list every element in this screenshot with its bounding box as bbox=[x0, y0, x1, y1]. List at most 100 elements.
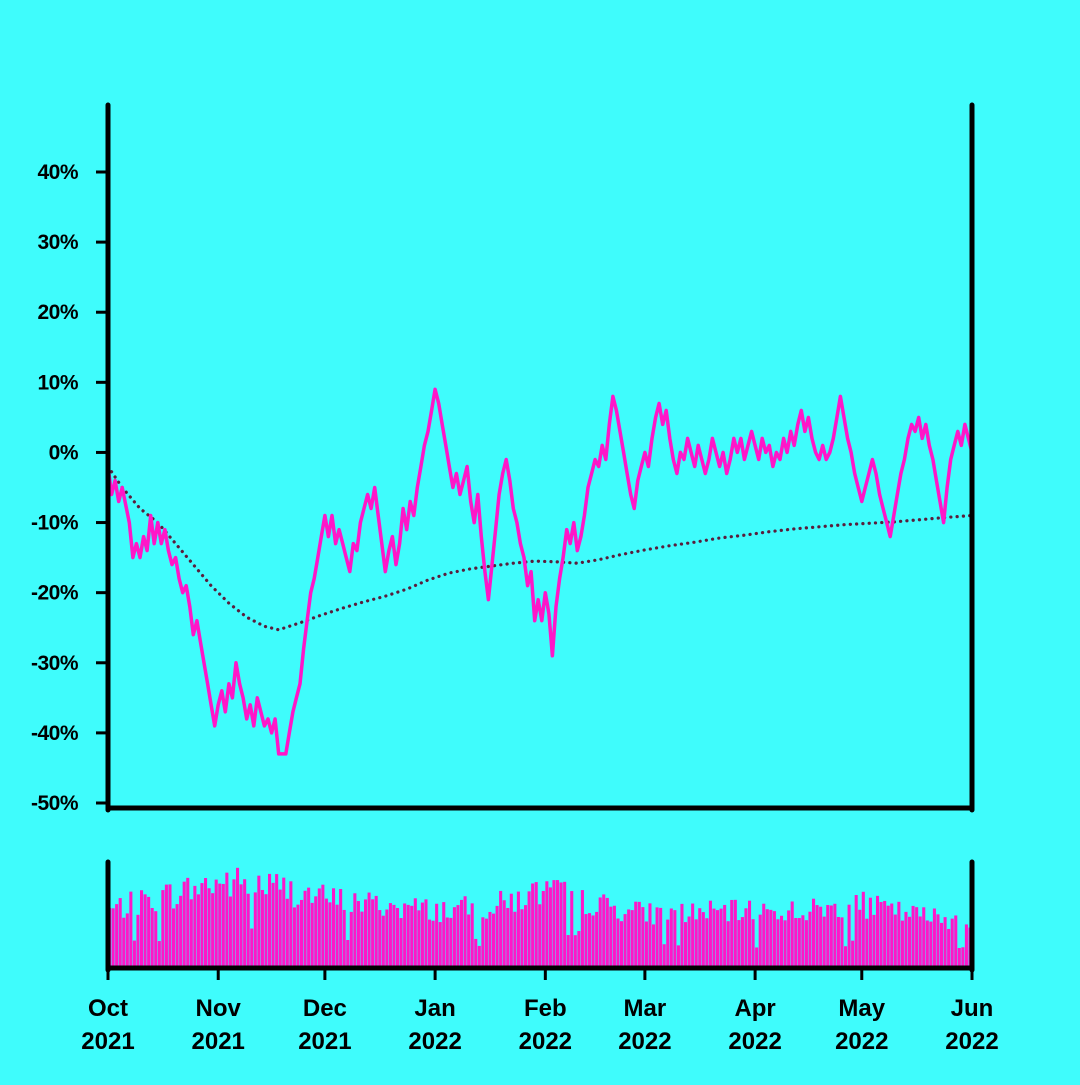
x-tick-label-year: 2021 bbox=[192, 1028, 245, 1055]
volume-bar bbox=[577, 931, 581, 968]
volume-bar bbox=[605, 897, 609, 968]
volume-bar bbox=[239, 884, 243, 968]
volume-bar bbox=[488, 911, 492, 968]
volume-bar bbox=[620, 921, 624, 968]
volume-bar bbox=[911, 905, 915, 968]
volume-bar bbox=[854, 895, 858, 968]
volume-bar bbox=[374, 895, 378, 968]
trend-line bbox=[106, 464, 974, 632]
volume-bar bbox=[556, 880, 560, 968]
volume-bar bbox=[364, 899, 368, 968]
volume-bar bbox=[776, 919, 780, 968]
volume-bar bbox=[637, 901, 641, 968]
volume-bar bbox=[947, 928, 951, 968]
y-tick-label: -40% bbox=[31, 722, 79, 745]
volume-bar bbox=[413, 898, 417, 968]
volume-bar bbox=[893, 914, 897, 968]
volume-bar bbox=[573, 935, 577, 968]
volume-bar bbox=[456, 905, 460, 968]
volume-bar bbox=[196, 894, 200, 968]
volume-bar bbox=[758, 914, 762, 968]
volume-bar bbox=[214, 879, 218, 968]
volume-bar bbox=[691, 903, 695, 968]
volume-bar bbox=[563, 881, 567, 968]
volume-bar bbox=[932, 908, 936, 968]
volume-bar bbox=[207, 888, 211, 968]
volume-bar bbox=[708, 900, 712, 968]
volume-bar bbox=[406, 904, 410, 968]
volume-bar bbox=[232, 879, 236, 968]
volume-bar bbox=[300, 899, 304, 968]
volume-bar bbox=[698, 908, 702, 968]
volume-bar bbox=[200, 883, 204, 968]
volume-bar bbox=[172, 908, 176, 968]
y-tick-label: 40% bbox=[37, 161, 78, 184]
volume-bar bbox=[666, 919, 670, 968]
volume-bar bbox=[630, 910, 634, 968]
volume-bar bbox=[268, 873, 272, 968]
volume-bar bbox=[538, 904, 542, 968]
volume-bar bbox=[723, 904, 727, 968]
volume-bar bbox=[445, 917, 449, 968]
volume-bar bbox=[253, 892, 257, 968]
volume-bar bbox=[527, 891, 531, 968]
volume-bar bbox=[303, 890, 307, 968]
price-line bbox=[106, 387, 974, 756]
volume-bar bbox=[602, 894, 606, 968]
volume-bar bbox=[360, 911, 364, 968]
volume-bar bbox=[431, 920, 435, 968]
volume-bar bbox=[449, 917, 453, 968]
volume-bar bbox=[282, 877, 286, 968]
volume-bar bbox=[868, 897, 872, 968]
volume-bar bbox=[765, 909, 769, 968]
x-tick-label-year: 2022 bbox=[408, 1028, 461, 1055]
x-tick-label-year: 2022 bbox=[519, 1028, 572, 1055]
volume-bar bbox=[591, 915, 595, 968]
volume-bar bbox=[652, 924, 656, 968]
volume-bar bbox=[883, 900, 887, 968]
volume-bar bbox=[925, 920, 929, 968]
x-tick-label-month: Feb bbox=[524, 995, 567, 1022]
volume-bar bbox=[662, 944, 666, 968]
volume-bar bbox=[264, 894, 268, 968]
volume-bar bbox=[314, 896, 318, 968]
volume-bar bbox=[548, 887, 552, 968]
volume-bar bbox=[559, 882, 563, 968]
y-tick-label: 0% bbox=[49, 441, 79, 464]
volume-bar bbox=[900, 920, 904, 968]
y-tick-label: 30% bbox=[37, 231, 78, 254]
volume-bar bbox=[132, 940, 136, 968]
volume-bar bbox=[118, 898, 122, 968]
volume-bar bbox=[410, 905, 414, 968]
volume-bar bbox=[310, 902, 314, 968]
volume-bar bbox=[381, 915, 385, 968]
volume-bar bbox=[897, 901, 901, 968]
volume-bar bbox=[467, 914, 471, 968]
volume-bar bbox=[545, 881, 549, 968]
volume-bar bbox=[794, 918, 798, 968]
volume-bar bbox=[566, 935, 570, 968]
volume-bar bbox=[428, 919, 432, 968]
x-tick-label-month: Oct bbox=[88, 995, 128, 1022]
volume-bar bbox=[424, 899, 428, 968]
volume-bar bbox=[513, 911, 517, 968]
volume-bar bbox=[492, 913, 496, 968]
volume-bar bbox=[829, 905, 833, 968]
volume-bar bbox=[822, 916, 826, 968]
volume-bar bbox=[755, 947, 759, 968]
volume-bar bbox=[257, 875, 261, 968]
volume-bar bbox=[801, 915, 805, 968]
volume-bar bbox=[957, 947, 961, 968]
volume-bar bbox=[477, 945, 481, 968]
volume-bar bbox=[335, 904, 339, 968]
volume-bar bbox=[396, 907, 400, 968]
volume-bar bbox=[399, 918, 403, 968]
volume-bar bbox=[175, 904, 179, 968]
volume-bar bbox=[712, 908, 716, 968]
volume-bar bbox=[168, 884, 172, 968]
volume-bar bbox=[140, 890, 144, 968]
volume-bar bbox=[143, 894, 147, 968]
volume-bar bbox=[470, 903, 474, 968]
